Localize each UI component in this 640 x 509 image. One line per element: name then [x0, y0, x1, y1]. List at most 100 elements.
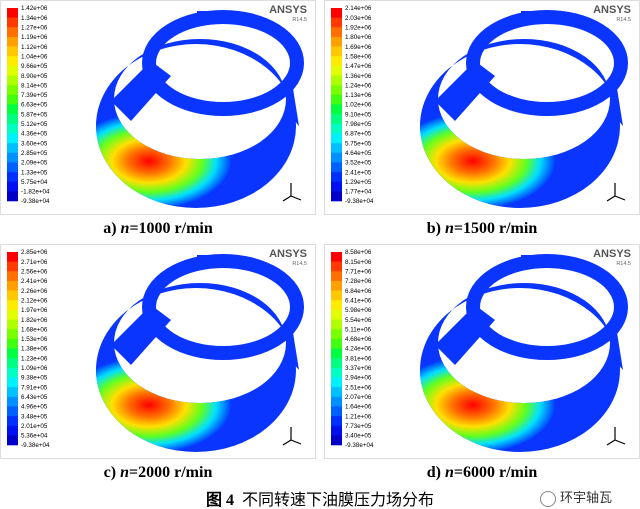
legend-label: 7.98e+05 — [345, 121, 372, 128]
legend-label: 1.64e+06 — [345, 404, 372, 411]
pressure-field — [96, 357, 231, 452]
legend-band — [7, 261, 18, 272]
legend-label: 2.94e+06 — [345, 375, 372, 382]
legend-label: 5.75e+05 — [345, 140, 372, 147]
legend-label: 4.24e+06 — [345, 346, 372, 353]
legend-label: 2.56e+06 — [21, 269, 48, 276]
shell-top — [466, 254, 628, 360]
legend-label: 1.34e+06 — [21, 15, 48, 22]
legend-label: 2.12e+06 — [21, 297, 48, 304]
legend-band — [331, 114, 342, 125]
legend-label: 1.68e+06 — [21, 326, 48, 333]
caption-var: n — [444, 464, 454, 481]
figure-title: 不同转速下油膜压力场分布 — [242, 492, 435, 509]
shell-side — [435, 305, 495, 365]
legend-label: 5.12e+05 — [21, 121, 48, 128]
legend-band — [7, 396, 18, 407]
legend-band — [7, 319, 18, 330]
legend-band — [331, 377, 342, 388]
legend-band — [331, 36, 342, 47]
legend-label: 1.02e+06 — [345, 102, 372, 109]
legend-label: 9.10e+05 — [345, 111, 372, 118]
contour-plot: 1.42e+06 1.34e+06 1.27e+06 1.19e+06 1.12e+06… — [7, 4, 307, 208]
legend-label: 5.87e+05 — [21, 111, 48, 118]
legend-label: 2.14e+06 — [345, 5, 372, 12]
legend-band — [7, 181, 18, 192]
legend-label: 9.38e+05 — [21, 375, 48, 382]
legend-band — [331, 104, 342, 115]
legend-band — [7, 406, 18, 417]
caption-var: n — [120, 464, 129, 481]
legend-band — [331, 387, 342, 398]
legend-label: 2.85e+05 — [21, 150, 48, 157]
legend-label: 1.29e+05 — [345, 179, 372, 186]
legend-band — [7, 75, 18, 86]
legend-label: 2.85e+06 — [21, 249, 48, 256]
legend-band — [331, 271, 342, 282]
legend-label: 2.41e+05 — [345, 169, 372, 176]
caption-label: c) — [103, 464, 117, 481]
legend-label: 4.96e+05 — [21, 404, 48, 411]
figure-number: 图 4 — [205, 492, 234, 509]
legend-band — [331, 65, 342, 76]
legend-band — [331, 280, 342, 291]
legend-band — [331, 358, 342, 369]
axis-triad — [282, 427, 302, 446]
legend-band — [331, 27, 342, 38]
legend-label: 7.73e+05 — [345, 423, 372, 430]
legend-band — [7, 114, 18, 125]
legend-label: 6.84e+06 — [345, 288, 372, 295]
legend-band — [7, 65, 18, 76]
legend-label: 7.91e+05 — [21, 384, 48, 391]
legend-band — [7, 8, 18, 18]
legend-label: 3.81e+06 — [345, 355, 372, 362]
legend-label: 1.92e+06 — [345, 25, 372, 32]
legend-band — [7, 162, 18, 173]
legend-label: 2.51e+06 — [345, 384, 372, 391]
legend-band — [331, 75, 342, 86]
pressure-field — [420, 113, 555, 208]
caption-text: =2000 r/min — [129, 464, 213, 481]
legend-label: 2.09e+05 — [21, 160, 48, 167]
legend-band — [7, 172, 18, 182]
legend-label: 5.75e+04 — [21, 179, 48, 186]
legend-band — [331, 94, 342, 105]
legend-band — [7, 46, 18, 57]
legend-band — [331, 329, 342, 340]
panel: 8.58e+06 8.15e+06 7.71e+06 7.28e+06 6.84e+06… — [324, 244, 640, 459]
legend-label: 1.04e+06 — [21, 53, 48, 60]
version: R14.5 — [616, 261, 631, 267]
legend-label: 1.36e+06 — [345, 73, 372, 80]
caption-text: =1500 r/min — [453, 220, 538, 237]
watermark: 环宇轴瓦 — [540, 487, 612, 507]
legend-band — [331, 172, 342, 182]
legend-band — [7, 36, 18, 47]
legend-label: 9.66e+05 — [21, 63, 48, 70]
legend-label: 8.14e+05 — [21, 82, 48, 89]
legend-band — [7, 94, 18, 105]
legend-label: 2.41e+06 — [21, 278, 48, 285]
legend-label: 1.77e+04 — [345, 189, 372, 196]
legend-label: 6.41e+06 — [345, 297, 372, 304]
caption: c) n=2000 r/min — [0, 464, 316, 482]
caption-label: b) — [426, 220, 441, 237]
legend-label: 1.82e+06 — [21, 317, 48, 324]
legend-band — [331, 133, 342, 144]
legend-band — [331, 181, 342, 192]
legend-label: 7.71e+06 — [345, 269, 372, 276]
legend-label: 7.28e+06 — [345, 278, 372, 285]
legend-band — [331, 300, 342, 311]
caption: d) n=6000 r/min — [324, 464, 640, 482]
legend-label: 1.69e+06 — [345, 44, 372, 51]
caption-var: n — [120, 220, 130, 237]
legend-band — [7, 329, 18, 340]
legend-label: 3.48e+05 — [21, 413, 48, 420]
shell-tab — [197, 11, 211, 19]
shell-side — [111, 61, 171, 121]
legend-label: 1.58e+06 — [345, 53, 372, 60]
legend-band — [7, 123, 18, 134]
legend-band — [331, 123, 342, 134]
legend-label: 1.13e+06 — [345, 92, 372, 99]
caption-var: n — [444, 220, 454, 237]
shell-tab — [521, 255, 535, 263]
